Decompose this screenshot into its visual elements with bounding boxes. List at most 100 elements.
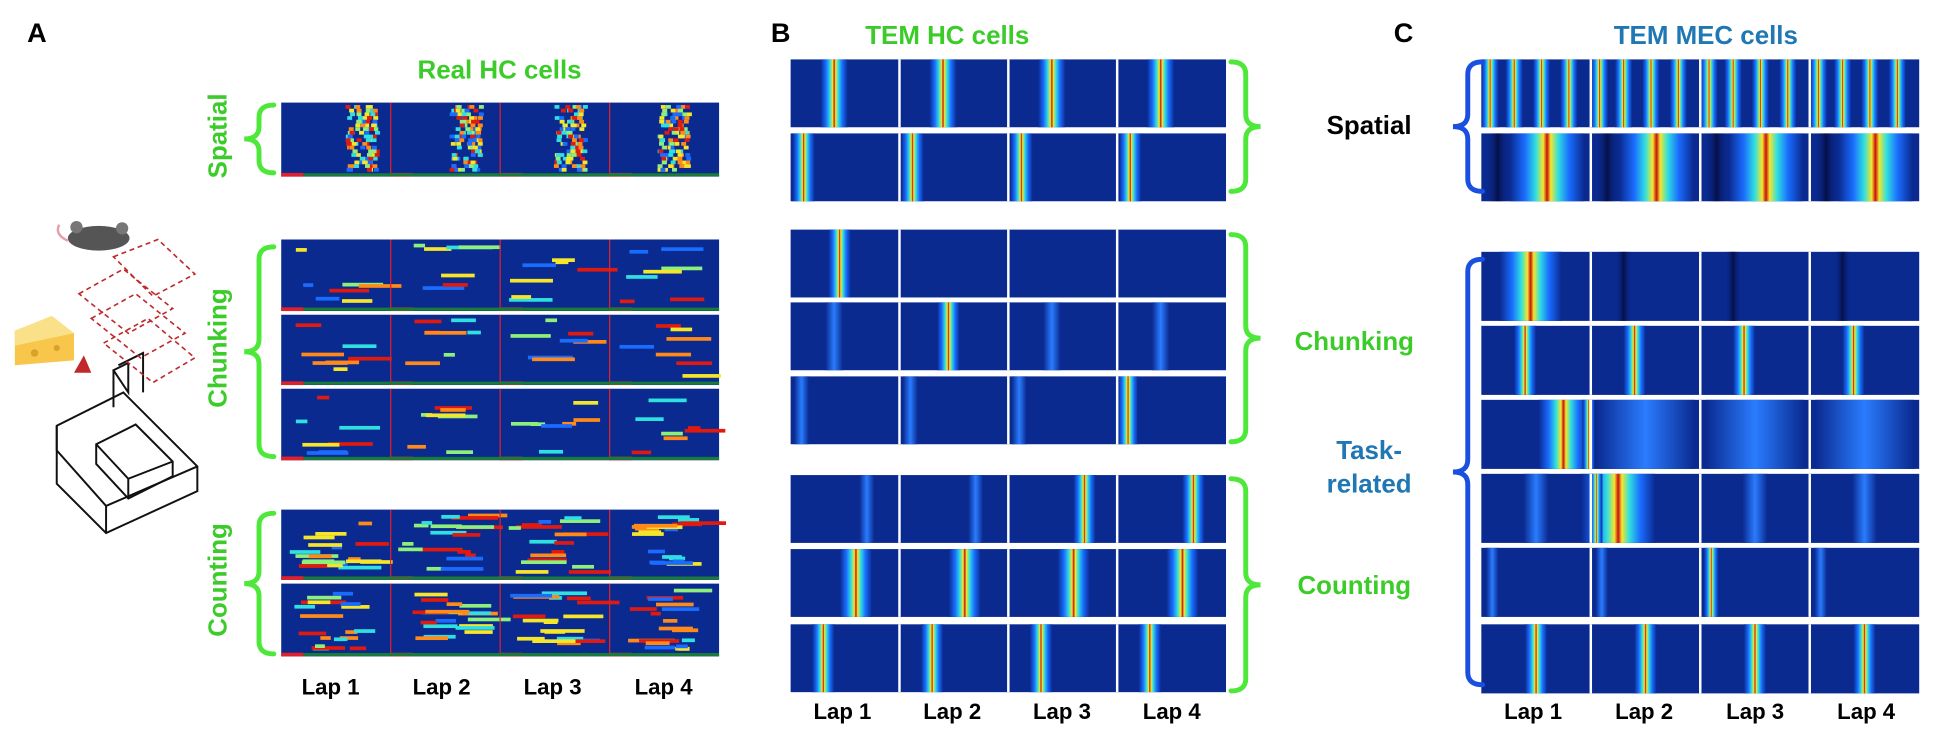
heat-pixel bbox=[684, 116, 690, 120]
heat-pixel bbox=[463, 156, 469, 161]
heat-pixel bbox=[657, 515, 690, 520]
brace bbox=[1228, 476, 1261, 694]
heat-stripe bbox=[1590, 473, 1603, 543]
heat-pixel bbox=[455, 108, 461, 113]
heat-pixel bbox=[364, 156, 370, 161]
heat-pixel bbox=[371, 123, 376, 128]
heat-pixel bbox=[557, 641, 581, 646]
panel-title: Real HC cells bbox=[418, 57, 582, 85]
heat-pixel bbox=[355, 105, 361, 109]
heat-pixel bbox=[565, 130, 571, 135]
heat-pixel bbox=[556, 153, 561, 157]
heat-stripe bbox=[1029, 624, 1053, 693]
heat-pixel bbox=[522, 523, 543, 527]
heat-pixel bbox=[522, 263, 556, 268]
heat-pixel bbox=[355, 123, 361, 128]
heat-stripe bbox=[1813, 133, 1839, 202]
heat-pixel bbox=[565, 127, 571, 131]
heat-pixel bbox=[360, 145, 366, 150]
heat-pixel bbox=[455, 127, 461, 131]
heat-pixel bbox=[364, 123, 370, 128]
heat-pixel bbox=[553, 164, 559, 168]
heat-pixel bbox=[357, 116, 363, 120]
heat-pixel bbox=[356, 119, 362, 124]
heat-pixel bbox=[467, 330, 481, 335]
heat-pixel bbox=[351, 164, 357, 168]
heat-pixel bbox=[575, 105, 581, 109]
heat-pixel bbox=[538, 520, 552, 524]
heat-pixel bbox=[679, 127, 685, 131]
heat-pixel bbox=[476, 130, 482, 135]
heat-pixel bbox=[465, 553, 476, 558]
heat-pixel bbox=[661, 266, 703, 271]
heat-pixel bbox=[577, 600, 620, 605]
heat-pixel bbox=[555, 156, 561, 161]
heat-pixel bbox=[349, 108, 355, 113]
heat-pixel bbox=[669, 556, 686, 561]
heat-pixel bbox=[684, 428, 726, 433]
heat-stripe bbox=[839, 549, 872, 617]
heat-stripe bbox=[1514, 325, 1537, 395]
heat-stripe bbox=[1814, 547, 1827, 617]
heat-pixel bbox=[681, 142, 687, 146]
heat-stripe bbox=[1524, 624, 1548, 694]
heat-pixel bbox=[440, 408, 466, 412]
heat-pixel bbox=[529, 539, 557, 544]
heat-pixel bbox=[662, 145, 668, 150]
heat-pixel bbox=[303, 535, 335, 540]
heat-pixel bbox=[521, 560, 567, 565]
heat-stripe bbox=[1138, 624, 1161, 693]
heat-pixel bbox=[441, 273, 475, 278]
heat-pixel bbox=[477, 142, 483, 146]
heat-pixel bbox=[355, 127, 361, 131]
heat-pixel bbox=[422, 286, 465, 290]
heat-pixel bbox=[554, 532, 587, 537]
heat-pixel bbox=[673, 138, 679, 143]
heat-pixel bbox=[446, 556, 484, 561]
heat-pixel bbox=[470, 134, 475, 139]
heat-pixel bbox=[663, 619, 678, 623]
group-label: Spatial bbox=[1327, 112, 1412, 140]
heat-pixel bbox=[365, 160, 371, 165]
heat-pixel bbox=[572, 564, 594, 569]
heat-pixel bbox=[320, 636, 331, 640]
heat-pixel bbox=[301, 560, 346, 565]
heat-pixel bbox=[577, 142, 583, 146]
heat-pixel bbox=[678, 108, 684, 113]
heat-stripe bbox=[828, 229, 851, 298]
heat-pixel bbox=[475, 167, 481, 172]
heat-stripe bbox=[1532, 59, 1551, 128]
heat-pixel bbox=[671, 119, 677, 124]
heat-stripe bbox=[1779, 59, 1797, 128]
heat-pixel bbox=[464, 108, 470, 113]
heat-pixel bbox=[332, 591, 354, 596]
heat-pixel bbox=[459, 167, 465, 172]
heat-pixel bbox=[670, 297, 705, 302]
heat-pixel bbox=[347, 134, 353, 139]
heat-pixel bbox=[572, 105, 578, 109]
heat-pixel bbox=[454, 112, 460, 117]
heat-stripe bbox=[1888, 59, 1906, 128]
heat-stripe bbox=[1043, 302, 1061, 371]
heat-pixel bbox=[666, 105, 671, 109]
brace bbox=[1228, 232, 1261, 445]
heat-stripe bbox=[1809, 59, 1828, 128]
heat-pixel bbox=[468, 138, 473, 143]
heat-pixel bbox=[371, 153, 377, 157]
heat-pixel bbox=[356, 112, 362, 117]
heat-pixel bbox=[675, 149, 681, 154]
heat-pixel bbox=[659, 138, 665, 143]
heat-pixel bbox=[371, 145, 377, 150]
heat-stripe bbox=[1623, 325, 1646, 395]
heat-stripe bbox=[1582, 399, 1595, 469]
heat-pixel bbox=[673, 588, 713, 593]
heat-pixel bbox=[338, 565, 382, 570]
heat-pixel bbox=[631, 450, 652, 455]
heat-pixel bbox=[639, 639, 680, 643]
heat-pixel bbox=[420, 620, 437, 625]
lap-label: Lap 4 bbox=[635, 674, 694, 699]
heat-pixel bbox=[647, 549, 665, 554]
heat-pixel bbox=[430, 530, 467, 535]
heat-pixel bbox=[668, 153, 674, 157]
heat-pixel bbox=[456, 105, 462, 109]
